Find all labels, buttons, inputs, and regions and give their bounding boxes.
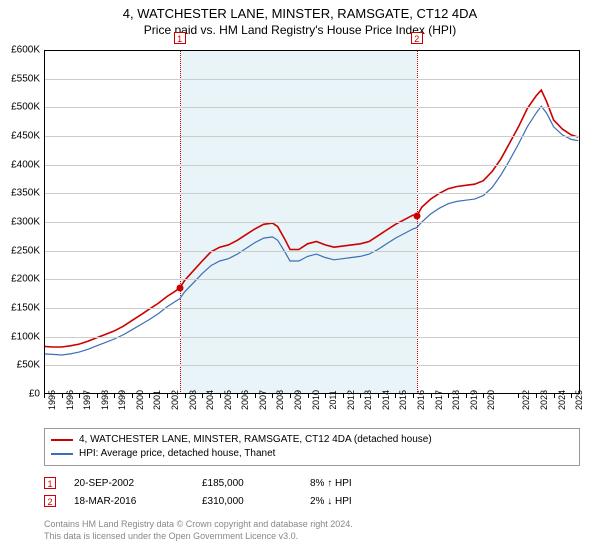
x-tick-label: 2004 [205, 390, 215, 410]
event-date: 18-MAR-2016 [74, 496, 184, 507]
event-price: £310,000 [202, 496, 292, 507]
figure-root: 4, WATCHESTER LANE, MINSTER, RAMSGATE, C… [0, 0, 600, 560]
legend-swatch [51, 439, 73, 441]
y-tick-label: £50K [17, 360, 40, 371]
x-tick-label: 2005 [223, 390, 233, 410]
y-tick-label: £400K [11, 159, 40, 170]
legend-row: 4, WATCHESTER LANE, MINSTER, RAMSGATE, C… [51, 433, 573, 447]
footer-line: This data is licensed under the Open Gov… [44, 530, 580, 542]
legend: 4, WATCHESTER LANE, MINSTER, RAMSGATE, C… [44, 428, 580, 466]
event-delta: 8% ↑ HPI [310, 478, 390, 489]
event-row: 1 20-SEP-2002 £185,000 8% ↑ HPI [44, 474, 580, 492]
x-tick-label: 2011 [328, 390, 338, 409]
footer: Contains HM Land Registry data © Crown c… [44, 518, 580, 542]
x-tick-label: 2024 [557, 390, 567, 410]
legend-swatch [51, 453, 73, 455]
x-tick-label: 1999 [117, 390, 127, 410]
y-tick-label: £550K [11, 73, 40, 84]
x-tick-label: 2001 [152, 390, 162, 410]
x-tick-label: 2019 [469, 390, 479, 410]
y-tick-label: £500K [11, 102, 40, 113]
event-date: 20-SEP-2002 [74, 478, 184, 489]
legend-row: HPI: Average price, detached house, Than… [51, 447, 573, 461]
x-tick-label: 2014 [381, 390, 391, 410]
x-tick-label: 2020 [486, 390, 496, 410]
event-marker-dot-1 [176, 284, 183, 291]
y-tick-label: £250K [11, 245, 40, 256]
events-table: 1 20-SEP-2002 £185,000 8% ↑ HPI 2 18-MAR… [44, 474, 580, 510]
x-tick-label: 2012 [346, 390, 356, 410]
x-tick-label: 2000 [135, 390, 145, 410]
x-tick-label: 2023 [539, 390, 549, 410]
x-tick-label: 2010 [311, 390, 321, 410]
chart-title: 4, WATCHESTER LANE, MINSTER, RAMSGATE, C… [0, 0, 600, 21]
x-tick-label: 2007 [258, 390, 268, 410]
event-marker-box-1: 1 [174, 32, 186, 44]
x-tick-label: 2006 [240, 390, 250, 410]
event-marker-dot-2 [413, 213, 420, 220]
x-tick-label: 2009 [293, 390, 303, 410]
event-row: 2 18-MAR-2016 £310,000 2% ↓ HPI [44, 492, 580, 510]
y-tick-label: £0 [29, 389, 40, 400]
x-tick-label: 2017 [434, 390, 444, 410]
x-tick-label: 2018 [451, 390, 461, 410]
event-marker-box-2: 2 [411, 32, 423, 44]
y-tick-label: £300K [11, 217, 40, 228]
x-tick-label: 1996 [65, 390, 75, 410]
x-tick-label: 2025 [574, 390, 584, 410]
x-tick-label: 2015 [398, 390, 408, 410]
event-price: £185,000 [202, 478, 292, 489]
legend-label: HPI: Average price, detached house, Than… [79, 447, 275, 461]
x-tick-label: 2013 [363, 390, 373, 410]
chart-subtitle: Price paid vs. HM Land Registry's House … [0, 21, 600, 37]
event-marker-icon: 2 [44, 495, 56, 507]
footer-line: Contains HM Land Registry data © Crown c… [44, 518, 580, 530]
x-tick-label: 1998 [100, 390, 110, 410]
x-tick-label: 2002 [170, 390, 180, 410]
y-tick-label: £150K [11, 303, 40, 314]
event-delta: 2% ↓ HPI [310, 496, 390, 507]
y-tick-label: £450K [11, 131, 40, 142]
x-tick-label: 2003 [188, 390, 198, 410]
y-tick-label: £100K [11, 331, 40, 342]
y-tick-label: £350K [11, 188, 40, 199]
series-hpi_thanet [44, 106, 578, 355]
legend-label: 4, WATCHESTER LANE, MINSTER, RAMSGATE, C… [79, 433, 432, 447]
y-tick-label: £200K [11, 274, 40, 285]
chart-area: 1 2 £0£50K£100K£150K£200K£250K£300K£350K… [44, 50, 580, 394]
y-tick-label: £600K [11, 45, 40, 56]
x-tick-label: 2008 [275, 390, 285, 410]
x-tick-label: 1995 [47, 390, 57, 410]
below-chart: 4, WATCHESTER LANE, MINSTER, RAMSGATE, C… [44, 428, 580, 542]
event-marker-icon: 1 [44, 477, 56, 489]
x-tick-label: 2016 [416, 390, 426, 410]
x-tick-label: 1997 [82, 390, 92, 410]
x-tick-label: 2022 [521, 390, 531, 410]
